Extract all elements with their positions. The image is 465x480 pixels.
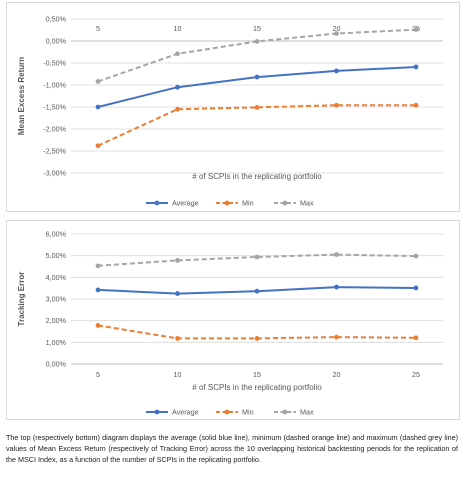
data-point-min bbox=[95, 143, 101, 149]
data-point-average bbox=[95, 104, 101, 110]
data-point-average bbox=[175, 84, 180, 90]
y-tick-label: 0,50% bbox=[46, 15, 67, 24]
data-point-min bbox=[95, 323, 101, 328]
x-tick-label: 5 bbox=[96, 24, 100, 33]
y-tick-label: -1,50% bbox=[43, 103, 66, 112]
data-point-max bbox=[413, 253, 419, 259]
data-point-max bbox=[95, 263, 101, 269]
data-point-min bbox=[334, 102, 339, 108]
legend-label-average: Average bbox=[172, 199, 199, 208]
x-axis-title: # of SCPIs in the replicating portfolio bbox=[192, 383, 322, 392]
series-line-average bbox=[97, 66, 417, 108]
data-point-average bbox=[413, 64, 419, 70]
data-point-average bbox=[254, 288, 260, 294]
data-point-min bbox=[254, 336, 260, 341]
data-point-average bbox=[95, 287, 101, 293]
y-axis-title: Mean Excess Return bbox=[17, 57, 26, 135]
y-tick-label: 0,00% bbox=[46, 37, 67, 46]
data-point-average bbox=[175, 291, 180, 296]
figure-caption: The top (respectively bottom) diagram di… bbox=[6, 433, 458, 464]
data-point-max bbox=[175, 51, 180, 57]
data-point-max bbox=[175, 258, 180, 263]
y-tick-label: 0,00% bbox=[46, 360, 67, 369]
mean-excess-return-chart-panel: 0,50% 0,00% -0,50% -1,00% -1,50% -2,00% -2,50%… bbox=[6, 2, 460, 212]
data-point-max bbox=[254, 39, 260, 44]
tracking-error-chart: 6,00% 5,00% 4,00% 3,00% 2,00% 1,00% 0,00% 5 10 15… bbox=[17, 230, 443, 417]
x-tick-label: 5 bbox=[96, 370, 100, 379]
x-axis-title: # of SCPIs in the replicating portfolio bbox=[192, 172, 322, 181]
data-point-min bbox=[254, 105, 260, 110]
legend-marker-max bbox=[282, 409, 288, 415]
y-tick-label: 3,00% bbox=[46, 295, 67, 304]
series-line-min bbox=[97, 104, 416, 147]
y-tick-label: 4,00% bbox=[46, 273, 67, 282]
x-tick-label: 20 bbox=[333, 370, 341, 379]
data-point-average bbox=[254, 74, 260, 80]
legend-marker-max bbox=[282, 200, 288, 206]
data-point-max bbox=[254, 254, 260, 260]
data-point-min bbox=[334, 334, 339, 340]
y-axis-title: Tracking Error bbox=[17, 272, 26, 327]
data-point-max bbox=[413, 27, 419, 32]
y-tick-label: -1,00% bbox=[43, 81, 66, 90]
y-tick-label: 5,00% bbox=[46, 251, 67, 260]
x-tick-label: 20 bbox=[333, 24, 341, 33]
tracking-error-chart-panel: 6,00% 5,00% 4,00% 3,00% 2,00% 1,00% 0,00% 5 10 15… bbox=[6, 220, 460, 420]
x-tick-label: 25 bbox=[412, 370, 420, 379]
legend-marker-average bbox=[154, 200, 160, 206]
data-point-min bbox=[175, 336, 180, 341]
y-tick-label: -2,50% bbox=[43, 147, 66, 156]
legend-label-average: Average bbox=[172, 408, 199, 417]
y-tick-label: -0,50% bbox=[43, 59, 66, 68]
x-tick-label: 15 bbox=[253, 370, 261, 379]
legend-marker-average bbox=[154, 409, 160, 415]
legend-label-min: Min bbox=[242, 408, 254, 417]
y-tick-label: -2,00% bbox=[43, 125, 66, 134]
data-point-min bbox=[175, 106, 180, 112]
data-point-max bbox=[95, 79, 101, 84]
data-point-min bbox=[413, 102, 419, 108]
data-point-average bbox=[334, 68, 339, 74]
legend-label-max: Max bbox=[300, 408, 314, 417]
legend-marker-min bbox=[224, 409, 230, 415]
legend-label-min: Min bbox=[242, 199, 254, 208]
y-tick-label: 2,00% bbox=[46, 316, 67, 325]
y-tick-label: -3,00% bbox=[43, 169, 66, 178]
y-tick-label: 6,00% bbox=[46, 230, 67, 239]
legend-label-max: Max bbox=[300, 199, 314, 208]
series-line-max bbox=[97, 253, 417, 267]
data-point-average bbox=[413, 285, 419, 291]
data-point-max bbox=[334, 31, 339, 36]
mean-excess-return-chart: 0,50% 0,00% -0,50% -1,00% -1,50% -2,00% -2,50%… bbox=[17, 15, 443, 208]
data-point-max bbox=[334, 252, 339, 257]
data-point-min bbox=[413, 335, 419, 341]
x-tick-label: 10 bbox=[174, 370, 182, 379]
data-point-average bbox=[334, 284, 339, 290]
legend-marker-min bbox=[224, 200, 230, 206]
x-tick-label: 15 bbox=[253, 24, 261, 33]
y-tick-label: 1,00% bbox=[46, 338, 67, 347]
series-line-max bbox=[97, 28, 417, 83]
x-tick-label: 10 bbox=[174, 24, 182, 33]
